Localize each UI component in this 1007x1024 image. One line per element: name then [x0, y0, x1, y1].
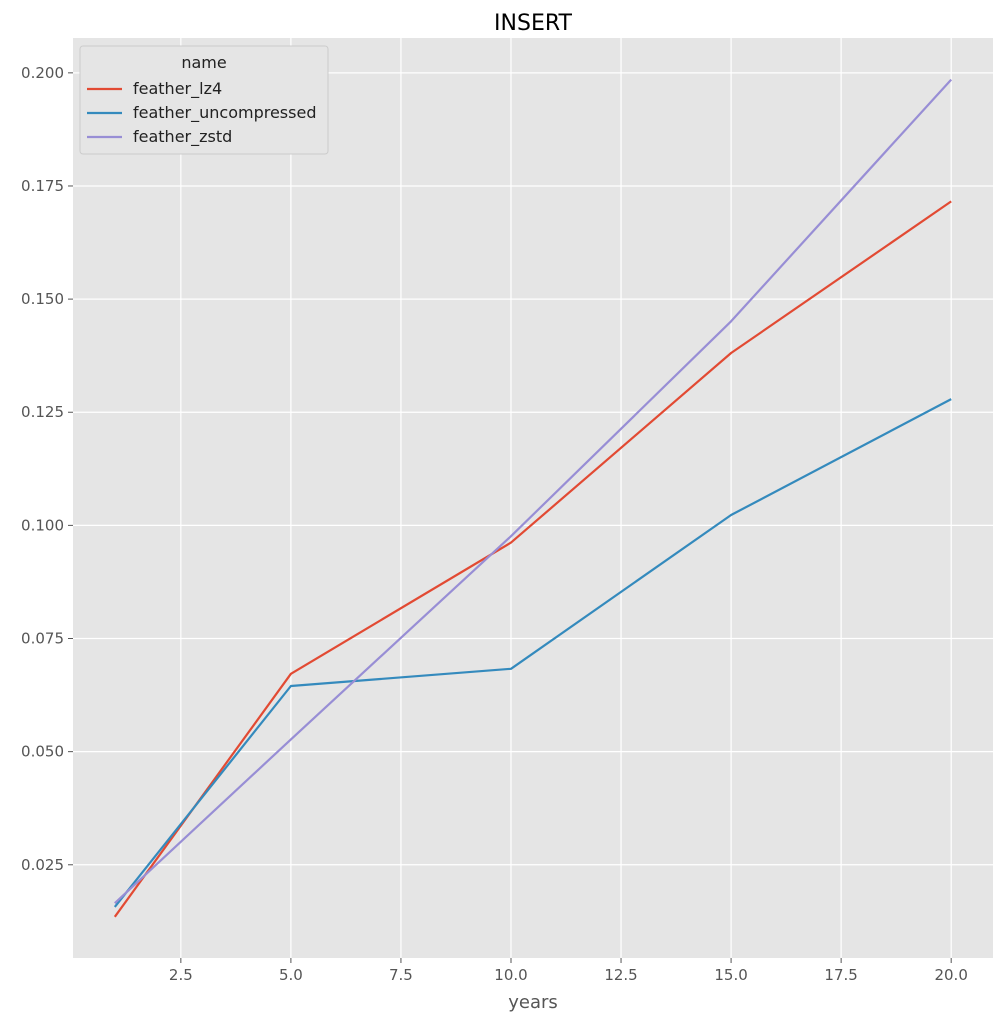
legend-label-feather-zstd: feather_zstd: [133, 127, 232, 147]
series-lines: [113, 78, 953, 918]
x-tick-label: 12.5: [604, 966, 637, 984]
y-tick-label: 0.100: [21, 516, 64, 534]
legend-items: feather_lz4 feather_uncompressed feather_z…: [87, 79, 316, 147]
x-tick-label: 10.0: [494, 966, 527, 984]
x-tick-label: 2.5: [169, 966, 193, 984]
x-tick-label: 15.0: [714, 966, 747, 984]
x-tick-label: 7.5: [389, 966, 413, 984]
series-line-feather-uncompressed: [113, 398, 952, 908]
legend-label-feather-uncompressed: feather_uncompressed: [133, 103, 316, 123]
y-axis-ticks: 0.025 0.050 0.075 0.100 0.125 0.150 0.175 0.200: [21, 64, 73, 874]
x-tick-label: 17.5: [824, 966, 857, 984]
y-tick-label: 0.125: [21, 403, 64, 421]
legend-box: [79, 45, 329, 155]
x-axis-ticks: 2.5 5.0 7.5 10.0 12.5 15.0 17.5 20.0: [169, 958, 968, 984]
y-tick-label: 0.025: [21, 856, 64, 874]
grid: [73, 38, 993, 958]
x-axis-label: years: [508, 992, 558, 1013]
series-line-feather-lz4: [113, 200, 952, 918]
x-tick-label: 5.0: [279, 966, 303, 984]
plot-background: [73, 38, 993, 958]
y-tick-label: 0.050: [21, 743, 64, 761]
y-tick-label: 0.175: [21, 177, 64, 195]
y-tick-label: 0.150: [21, 290, 64, 308]
legend-title: name: [181, 53, 226, 72]
y-tick-label: 0.200: [21, 64, 64, 82]
y-tick-label: 0.075: [21, 630, 64, 648]
legend-label-feather-lz4: feather_lz4: [133, 79, 222, 99]
x-tick-label: 20.0: [934, 966, 967, 984]
chart-title: INSERT: [494, 11, 572, 36]
legend: name feather_lz4feather_uncompressedfeat…: [79, 45, 329, 155]
series-line-feather-zstd: [114, 78, 953, 905]
